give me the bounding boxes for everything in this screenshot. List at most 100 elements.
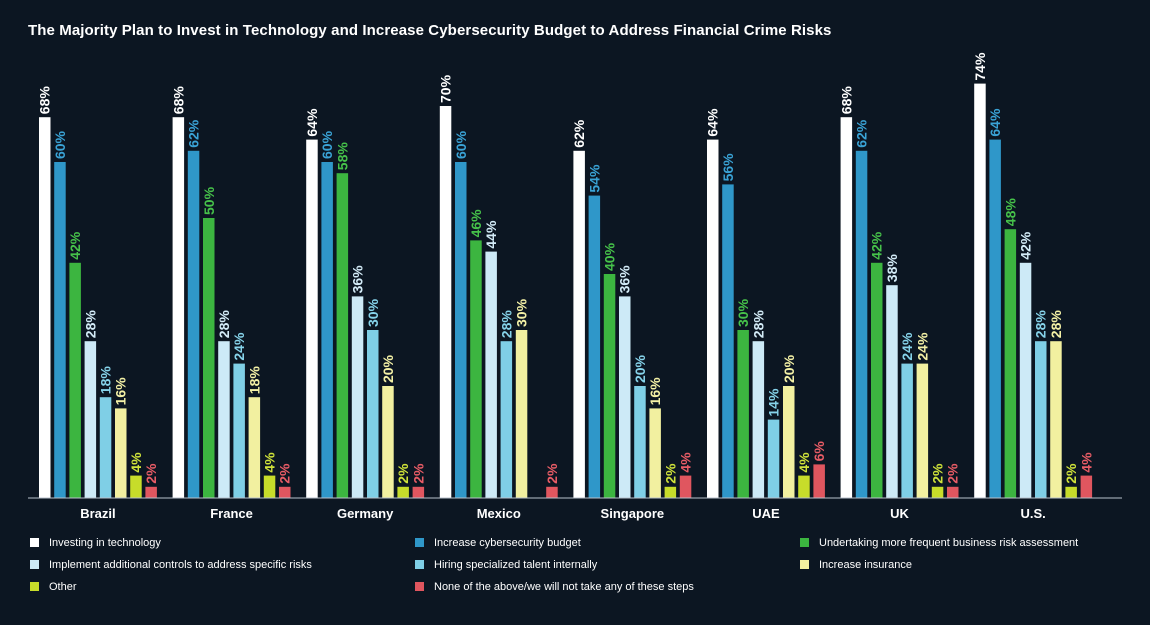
bar-uk-none-of-the-above-we-will-not-take-any-of-these-steps xyxy=(947,486,959,498)
bar-brazil-none-of-the-above-we-will-not-take-any-of-these-steps xyxy=(145,486,157,498)
bar-france-implement-additional-controls-to-address-specific-risks xyxy=(218,341,230,498)
bar-brazil-other xyxy=(130,475,142,498)
bars-layer: 68%60%42%28%18% 16%4%2%68%62%50%28%24%18%… xyxy=(37,52,1094,499)
bar-france-increase-cybersecurity-budget xyxy=(187,150,200,499)
data-label-brazil-none-of-the-above-we-will-not-take-any-of-these-steps: 2% xyxy=(143,463,159,484)
data-label-mexico-implement-additional-controls-to-address-specific-risks: 44% xyxy=(483,220,499,249)
data-label-mexico-undertaking-more-frequent-business-risk-assessment: 46% xyxy=(468,209,484,238)
bar-uk-investing-in-technology xyxy=(840,117,853,498)
bar-uae-investing-in-technology xyxy=(707,139,719,498)
bar-germany-increase-cybersecurity-budget xyxy=(321,162,333,498)
x-tick-label-germany: Germany xyxy=(337,506,394,521)
legend-label: Increase insurance xyxy=(819,558,912,571)
data-label-mexico-none-of-the-above-we-will-not-take-any-of-these-steps: 2% xyxy=(544,463,560,484)
data-label-germany-increase-cybersecurity-budget: 60% xyxy=(319,130,335,159)
data-label-u-s-undertaking-more-frequent-business-risk-assessment: 48% xyxy=(1002,198,1018,227)
x-tick-label-uae: UAE xyxy=(752,506,780,521)
data-label-uae-increase-cybersecurity-budget: 56% xyxy=(720,153,736,182)
data-label-uae-implement-additional-controls-to-address-specific-risks: 28% xyxy=(750,310,766,339)
data-label-uk-none-of-the-above-we-will-not-take-any-of-these-steps: 2% xyxy=(945,463,961,484)
data-label-france-other: 4% xyxy=(262,452,278,473)
bar-france-investing-in-technology xyxy=(172,117,185,498)
data-label-brazil-hiring-specialized-talent-internally: 18% xyxy=(98,366,114,395)
data-label-uk-increase-cybersecurity-budget: 62% xyxy=(854,119,870,148)
data-label-brazil-implement-additional-controls-to-address-specific-risks: 28% xyxy=(82,310,98,339)
bar-singapore-increase-insurance xyxy=(649,408,661,498)
data-label-uae-increase-insurance: 20% xyxy=(781,354,797,383)
bar-uk-undertaking-more-frequent-business-risk-assessment xyxy=(871,262,883,498)
legend-swatch xyxy=(415,582,424,591)
data-label-singapore-hiring-specialized-talent-internally: 20% xyxy=(632,354,648,383)
data-label-u-s-hiring-specialized-talent-internally: 28% xyxy=(1033,310,1049,339)
data-label-uk-undertaking-more-frequent-business-risk-assessment: 42% xyxy=(869,231,885,260)
data-label-france-investing-in-technology: 68% xyxy=(170,86,186,115)
data-label-germany-investing-in-technology: 64% xyxy=(304,108,320,137)
bar-uk-implement-additional-controls-to-address-specific-risks xyxy=(886,285,898,498)
x-tick-label-singapore: Singapore xyxy=(601,506,665,521)
legend: Investing in technology Increase cybersec… xyxy=(30,534,1130,595)
data-label-singapore-investing-in-technology: 62% xyxy=(571,119,587,148)
bar-france-other xyxy=(263,475,276,498)
bar-germany-increase-insurance xyxy=(382,386,394,498)
x-tick-label-u-s: U.S. xyxy=(1021,506,1046,521)
data-label-france-increase-insurance: 18% xyxy=(246,366,262,395)
data-label-uae-investing-in-technology: 64% xyxy=(705,108,721,137)
bar-uk-other xyxy=(931,486,944,498)
bar-singapore-other xyxy=(664,486,677,498)
bar-germany-undertaking-more-frequent-business-risk-assessment xyxy=(336,173,349,498)
bar-mexico-none-of-the-above-we-will-not-take-any-of-these-steps xyxy=(546,486,558,498)
data-label-u-s-other: 2% xyxy=(1063,463,1079,484)
data-label-france-increase-cybersecurity-budget: 62% xyxy=(186,119,202,148)
bar-u-s-none-of-the-above-we-will-not-take-any-of-these-steps xyxy=(1080,475,1093,498)
data-label-uae-none-of-the-above-we-will-not-take-any-of-these-steps: 6% xyxy=(811,441,827,462)
bar-uae-increase-cybersecurity-budget xyxy=(722,184,734,498)
data-label-brazil-increase-cybersecurity-budget: 60% xyxy=(52,130,68,159)
legend-swatch xyxy=(30,582,39,591)
bar-france-undertaking-more-frequent-business-risk-assessment xyxy=(203,218,215,498)
data-label-germany-implement-additional-controls-to-address-specific-risks: 36% xyxy=(350,265,366,294)
data-label-singapore-increase-insurance: 16% xyxy=(647,377,663,406)
legend-swatch xyxy=(415,538,424,547)
x-tick-label-france: France xyxy=(210,506,253,521)
x-tick-label-brazil: Brazil xyxy=(80,506,115,521)
data-label-u-s-increase-cybersecurity-budget: 64% xyxy=(987,108,1003,137)
data-label-uae-undertaking-more-frequent-business-risk-assessment: 30% xyxy=(735,298,751,327)
legend-item-increase-cybersecurity-budget: Increase cybersecurity budget xyxy=(415,534,800,551)
legend-label: Other xyxy=(49,580,77,593)
bar-singapore-investing-in-technology xyxy=(573,150,585,499)
bar-chart: 68%60%42%28%18% 16%4%2%68%62%50%28%24%18%… xyxy=(28,52,1122,521)
bar-u-s-increase-cybersecurity-budget xyxy=(989,139,1001,498)
legend-item-none-of-the-above-we-will-not-take-any-of-these-steps: None of the above/we will not take any o… xyxy=(415,578,800,595)
legend-swatch xyxy=(415,560,424,569)
data-label-uk-increase-insurance: 24% xyxy=(914,332,930,361)
bar-u-s-implement-additional-controls-to-address-specific-risks xyxy=(1019,262,1032,498)
bar-brazil-investing-in-technology xyxy=(39,117,51,498)
bar-uae-none-of-the-above-we-will-not-take-any-of-these-steps xyxy=(813,464,825,498)
data-label-mexico-hiring-specialized-talent-internally: 28% xyxy=(498,310,514,339)
legend-label: Implement additional controls to address… xyxy=(49,558,312,571)
bar-germany-none-of-the-above-we-will-not-take-any-of-these-steps xyxy=(412,486,425,498)
chart-title: The Majority Plan to Invest in Technolog… xyxy=(28,22,832,39)
data-label-singapore-other: 2% xyxy=(662,463,678,484)
legend-item-increase-insurance: Increase insurance xyxy=(800,556,1130,573)
data-label-singapore-increase-cybersecurity-budget: 54% xyxy=(586,164,602,193)
legend-swatch xyxy=(30,560,39,569)
legend-label: Increase cybersecurity budget xyxy=(434,536,581,549)
data-label-u-s-implement-additional-controls-to-address-specific-risks: 42% xyxy=(1018,231,1034,260)
bar-france-none-of-the-above-we-will-not-take-any-of-these-steps xyxy=(279,486,291,498)
data-label-brazil-increase-insurance: 16% xyxy=(113,377,129,406)
bar-mexico-undertaking-more-frequent-business-risk-assessment xyxy=(470,240,482,498)
bar-singapore-implement-additional-controls-to-address-specific-risks xyxy=(619,296,631,498)
bar-singapore-undertaking-more-frequent-business-risk-assessment xyxy=(603,274,616,498)
data-label-uk-hiring-specialized-talent-internally: 24% xyxy=(899,332,915,361)
bar-brazil-undertaking-more-frequent-business-risk-assessment xyxy=(69,262,81,498)
bar-germany-implement-additional-controls-to-address-specific-risks xyxy=(351,296,364,498)
data-label-germany-none-of-the-above-we-will-not-take-any-of-these-steps: 2% xyxy=(410,463,426,484)
data-label-singapore-undertaking-more-frequent-business-risk-assessment: 40% xyxy=(602,242,618,271)
legend-swatch xyxy=(800,538,809,547)
bar-germany-other xyxy=(397,486,409,498)
legend-item-implement-additional-controls-to-address-specific-risks: Implement additional controls to address… xyxy=(30,556,415,573)
data-label-uae-other: 4% xyxy=(796,452,812,473)
bar-germany-hiring-specialized-talent-internally xyxy=(367,330,379,498)
